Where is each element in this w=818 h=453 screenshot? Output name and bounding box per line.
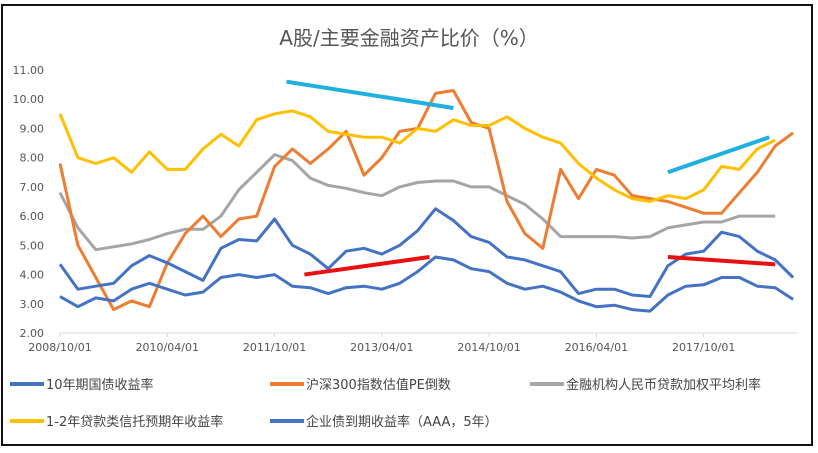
legend-item: 金融机构人民币贷款加权平均利率 xyxy=(530,374,761,393)
series-line-0 xyxy=(59,255,794,313)
legend-label: 沪深300指数估值PE倒数 xyxy=(306,378,451,393)
x-tick-label: 2017/10/01 xyxy=(672,341,735,354)
y-tick-label: 5.00 xyxy=(20,239,45,252)
trend-annotation-line xyxy=(304,255,430,277)
x-tick-label: 2014/10/01 xyxy=(457,341,520,354)
y-tick-label: 8.00 xyxy=(20,152,45,165)
series-line-3 xyxy=(58,109,776,203)
x-tick-label: 2011/10/01 xyxy=(243,341,306,354)
y-tick-label: 3.00 xyxy=(20,298,45,311)
chart-title: A股/主要金融资产比价（%） xyxy=(279,26,539,50)
legend-item: 企业债到期收益率（AAA，5年） xyxy=(270,411,498,430)
series-line-2 xyxy=(58,153,776,252)
legend-item: 沪深300指数估值PE倒数 xyxy=(270,374,451,393)
legend-swatch xyxy=(530,381,564,386)
legend-item: 1-2年贷款类信托预期年收益率 xyxy=(10,411,223,430)
series-line-4 xyxy=(58,207,795,298)
x-tick-label: 2016/04/01 xyxy=(565,341,628,354)
y-tick-label: 10.00 xyxy=(13,93,45,106)
legend-label: 1-2年贷款类信托预期年收益率 xyxy=(46,415,224,430)
legend-label: 金融机构人民币贷款加权平均利率 xyxy=(566,378,762,393)
series-line-1 xyxy=(58,89,794,312)
trend-annotation-line xyxy=(286,79,454,110)
legend-swatch xyxy=(10,418,44,423)
legend-swatch xyxy=(270,418,304,423)
legend-item: 10年期国债收益率 xyxy=(10,374,154,393)
y-tick-label: 2.00 xyxy=(20,327,45,340)
legend-swatch xyxy=(10,381,44,386)
y-tick-label: 9.00 xyxy=(20,122,45,135)
legend-swatch xyxy=(270,381,304,386)
trend-annotation-line xyxy=(667,135,770,175)
y-tick-label: 6.00 xyxy=(20,210,45,223)
legend-label: 企业债到期收益率（AAA，5年） xyxy=(306,415,498,430)
y-tick-label: 7.00 xyxy=(20,181,45,194)
x-tick-label: 2010/04/01 xyxy=(136,341,199,354)
legend-label: 10年期国债收益率 xyxy=(46,378,154,393)
y-tick-label: 4.00 xyxy=(20,269,45,282)
x-tick-label: 2008/10/01 xyxy=(28,341,91,354)
x-tick-label: 2013/04/01 xyxy=(350,341,413,354)
y-tick-label: 11.00 xyxy=(13,64,45,77)
trend-annotation-line xyxy=(667,255,776,267)
